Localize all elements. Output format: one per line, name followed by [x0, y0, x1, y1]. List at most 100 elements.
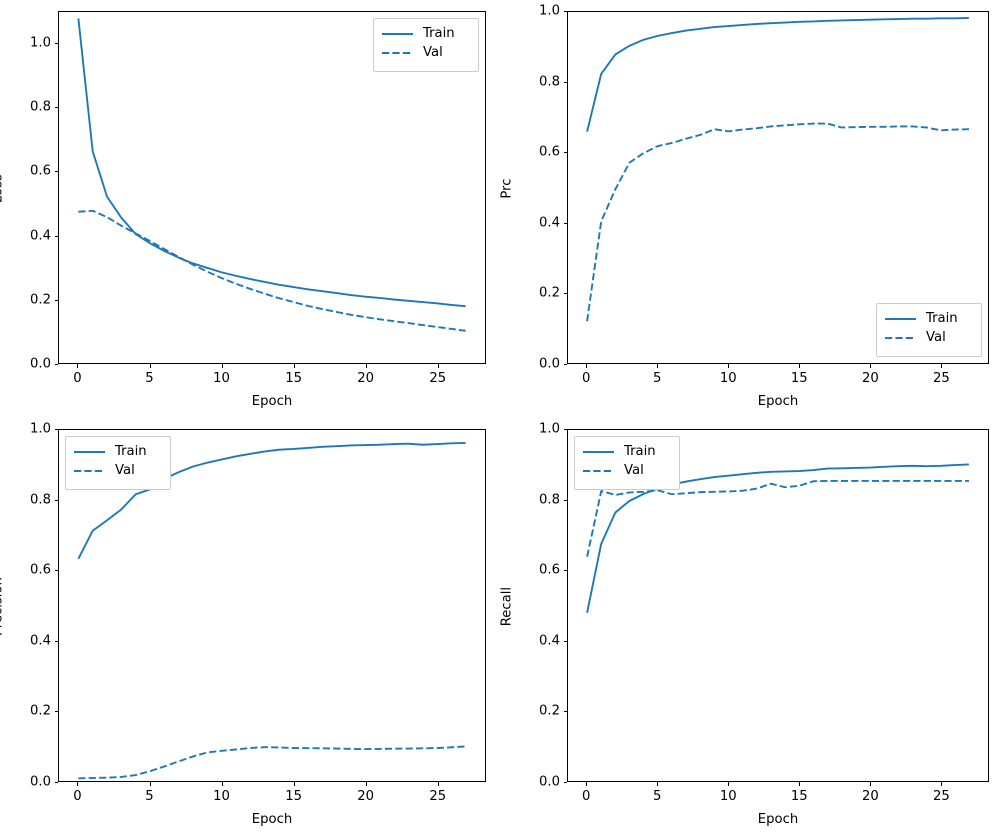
xtick-mark-precision-1: [149, 782, 151, 786]
xtick-mark-prc-4: [870, 364, 872, 368]
xtick-label-recall-2: 10: [719, 789, 737, 804]
xtick-mark-prc-5: [941, 364, 943, 368]
plot-area-precision: [77, 442, 466, 780]
ytick-label-loss-4: 0.8: [30, 99, 51, 115]
xtick-label-prc-5: 25: [933, 371, 950, 386]
plot-area-prc: [586, 17, 969, 322]
ytick-label-precision-2: 0.4: [30, 633, 51, 649]
xtick-mark-loss-3: [293, 364, 295, 368]
line-precision-train: [77, 442, 466, 560]
ytick-mark-loss-0: [54, 364, 58, 365]
ytick-mark-loss-5: [54, 43, 58, 45]
xtick-mark-recall-0: [586, 782, 588, 786]
ytick-mark-recall-1: [563, 711, 567, 713]
xtick-mark-precision-5: [437, 782, 439, 786]
xtick-label-precision-3: 15: [285, 789, 302, 804]
xtick-label-recall-4: 20: [861, 789, 879, 804]
ytick-mark-recall-4: [563, 499, 567, 501]
legend-row-recall-train: Train: [582, 442, 671, 461]
legend-label-val: Val: [115, 462, 135, 478]
ytick-mark-prc-5: [563, 11, 567, 12]
ytick-label-precision-0: 0.0: [30, 774, 51, 790]
xtick-mark-recall-4: [870, 782, 872, 786]
ytick-mark-loss-4: [54, 107, 58, 109]
legend-row-precision-train: Train: [73, 442, 162, 461]
legend-row-precision-val: Val: [73, 461, 162, 480]
ytick-mark-recall-5: [563, 429, 567, 430]
xtick-label-recall-3: 15: [790, 789, 808, 804]
ytick-mark-recall-0: [563, 782, 567, 783]
legend-swatch-dashed-icon: [582, 464, 615, 478]
ytick-mark-recall-3: [563, 570, 567, 572]
xtick-mark-recall-3: [799, 782, 801, 786]
ytick-label-prc-5: 1.0: [539, 3, 560, 19]
xtick-label-prc-0: 0: [581, 371, 591, 386]
xtick-label-loss-1: 5: [145, 371, 154, 386]
legend-label-train: Train: [115, 443, 147, 459]
line-loss-train: [77, 18, 466, 308]
ytick-label-loss-1: 0.2: [30, 292, 51, 308]
ytick-mark-recall-2: [563, 640, 567, 642]
xtick-mark-loss-5: [437, 364, 439, 368]
xtick-label-precision-1: 5: [145, 789, 154, 804]
ytick-label-loss-3: 0.6: [30, 163, 51, 179]
ytick-mark-precision-2: [54, 640, 58, 642]
legend-row-loss-val: Val: [381, 43, 470, 62]
xtick-label-prc-1: 5: [653, 371, 662, 386]
xtick-label-prc-3: 15: [790, 371, 808, 386]
ytick-label-recall-4: 0.8: [539, 491, 560, 507]
ytick-mark-precision-4: [54, 499, 58, 501]
xtick-mark-recall-2: [728, 782, 730, 786]
ytick-mark-loss-1: [54, 299, 58, 301]
xtick-label-loss-5: 25: [429, 371, 447, 386]
ytick-label-loss-2: 0.4: [30, 228, 51, 244]
yaxis-label-wrap-recall: Recall: [477, 586, 537, 625]
line-recall-val: [586, 479, 969, 557]
ytick-label-recall-2: 0.4: [539, 633, 560, 649]
legend-label-val: Val: [423, 44, 443, 60]
legend-swatch-solid-icon: [582, 445, 615, 459]
legend-precision: Train Val: [65, 436, 171, 490]
legend-row-loss-train: Train: [381, 24, 470, 43]
xtick-label-prc-4: 20: [861, 371, 879, 386]
ytick-label-prc-2: 0.4: [539, 215, 560, 231]
legend-label-val: Val: [624, 462, 644, 478]
line-precision-val: [78, 745, 466, 780]
legend-label-train: Train: [624, 443, 656, 459]
line-prc-train: [586, 17, 969, 132]
ytick-label-prc-1: 0.2: [539, 285, 560, 301]
line-prc-val: [586, 122, 969, 322]
ytick-mark-prc-1: [563, 293, 567, 295]
xtick-label-recall-1: 5: [653, 789, 662, 804]
legend-swatch-dashed-icon: [73, 464, 106, 478]
ytick-label-precision-1: 0.2: [30, 703, 51, 719]
ytick-mark-precision-0: [54, 782, 58, 783]
legend-label-train: Train: [423, 25, 455, 41]
ytick-mark-prc-2: [563, 222, 567, 224]
line-loss-val: [78, 209, 466, 332]
legend-label-val: Val: [926, 329, 946, 345]
legend-swatch-dashed-icon: [381, 46, 414, 60]
plot-area-loss: [77, 18, 466, 332]
ytick-label-precision-4: 0.8: [30, 491, 51, 507]
xtick-mark-loss-1: [149, 364, 151, 368]
ytick-label-recall-0: 0.0: [539, 774, 560, 790]
xtick-label-loss-4: 20: [357, 371, 375, 386]
ytick-mark-prc-0: [563, 364, 567, 365]
xtick-label-loss-2: 10: [213, 371, 230, 386]
xtick-mark-precision-0: [77, 782, 79, 786]
legend-row-prc-train: Train: [884, 309, 973, 328]
ytick-label-precision-5: 1.0: [30, 421, 51, 437]
legend-row-recall-val: Val: [582, 461, 671, 480]
xtick-label-loss-0: 0: [73, 371, 82, 386]
ytick-label-prc-4: 0.8: [539, 73, 560, 89]
yaxis-label-loss: Loss: [0, 173, 6, 203]
xtick-mark-loss-2: [221, 364, 223, 368]
xtick-mark-precision-2: [221, 782, 223, 786]
ytick-mark-loss-3: [54, 171, 58, 173]
yaxis-label-precision: Precision: [0, 576, 6, 636]
ytick-label-recall-3: 0.6: [539, 562, 560, 578]
xtick-label-recall-0: 0: [581, 789, 591, 804]
ytick-label-recall-5: 1.0: [539, 421, 560, 437]
